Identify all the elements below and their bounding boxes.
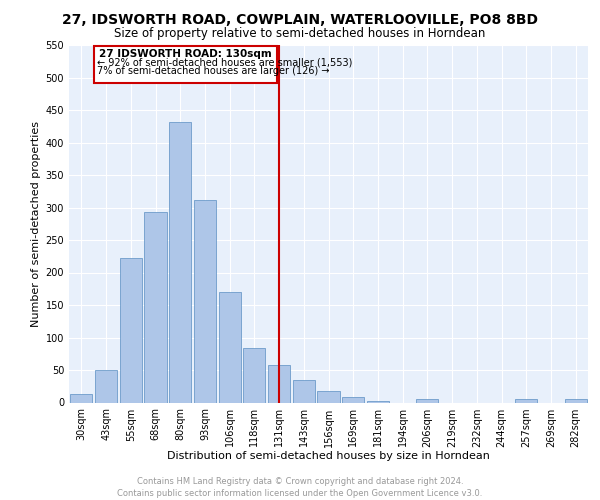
Bar: [342, 398, 364, 402]
Bar: [515, 398, 538, 402]
Text: 27 IDSWORTH ROAD: 130sqm: 27 IDSWORTH ROAD: 130sqm: [99, 49, 272, 59]
Bar: [565, 399, 587, 402]
Text: 27, IDSWORTH ROAD, COWPLAIN, WATERLOOVILLE, PO8 8BD: 27, IDSWORTH ROAD, COWPLAIN, WATERLOOVIL…: [62, 12, 538, 26]
Bar: [194, 200, 216, 402]
FancyBboxPatch shape: [94, 46, 277, 84]
Bar: [70, 394, 92, 402]
Bar: [95, 370, 117, 402]
Text: ← 92% of semi-detached houses are smaller (1,553): ← 92% of semi-detached houses are smalle…: [97, 58, 353, 68]
Bar: [119, 258, 142, 402]
Bar: [317, 392, 340, 402]
Bar: [367, 401, 389, 402]
Bar: [145, 212, 167, 402]
Text: Contains HM Land Registry data © Crown copyright and database right 2024.
Contai: Contains HM Land Registry data © Crown c…: [118, 476, 482, 498]
Bar: [169, 122, 191, 402]
Text: 7% of semi-detached houses are larger (126) →: 7% of semi-detached houses are larger (1…: [97, 66, 329, 76]
Bar: [243, 348, 265, 403]
Bar: [268, 366, 290, 403]
Bar: [293, 380, 315, 402]
X-axis label: Distribution of semi-detached houses by size in Horndean: Distribution of semi-detached houses by …: [167, 451, 490, 461]
Y-axis label: Number of semi-detached properties: Number of semi-detached properties: [31, 120, 41, 327]
Text: Size of property relative to semi-detached houses in Horndean: Size of property relative to semi-detach…: [115, 28, 485, 40]
Bar: [416, 398, 439, 402]
Bar: [218, 292, 241, 403]
